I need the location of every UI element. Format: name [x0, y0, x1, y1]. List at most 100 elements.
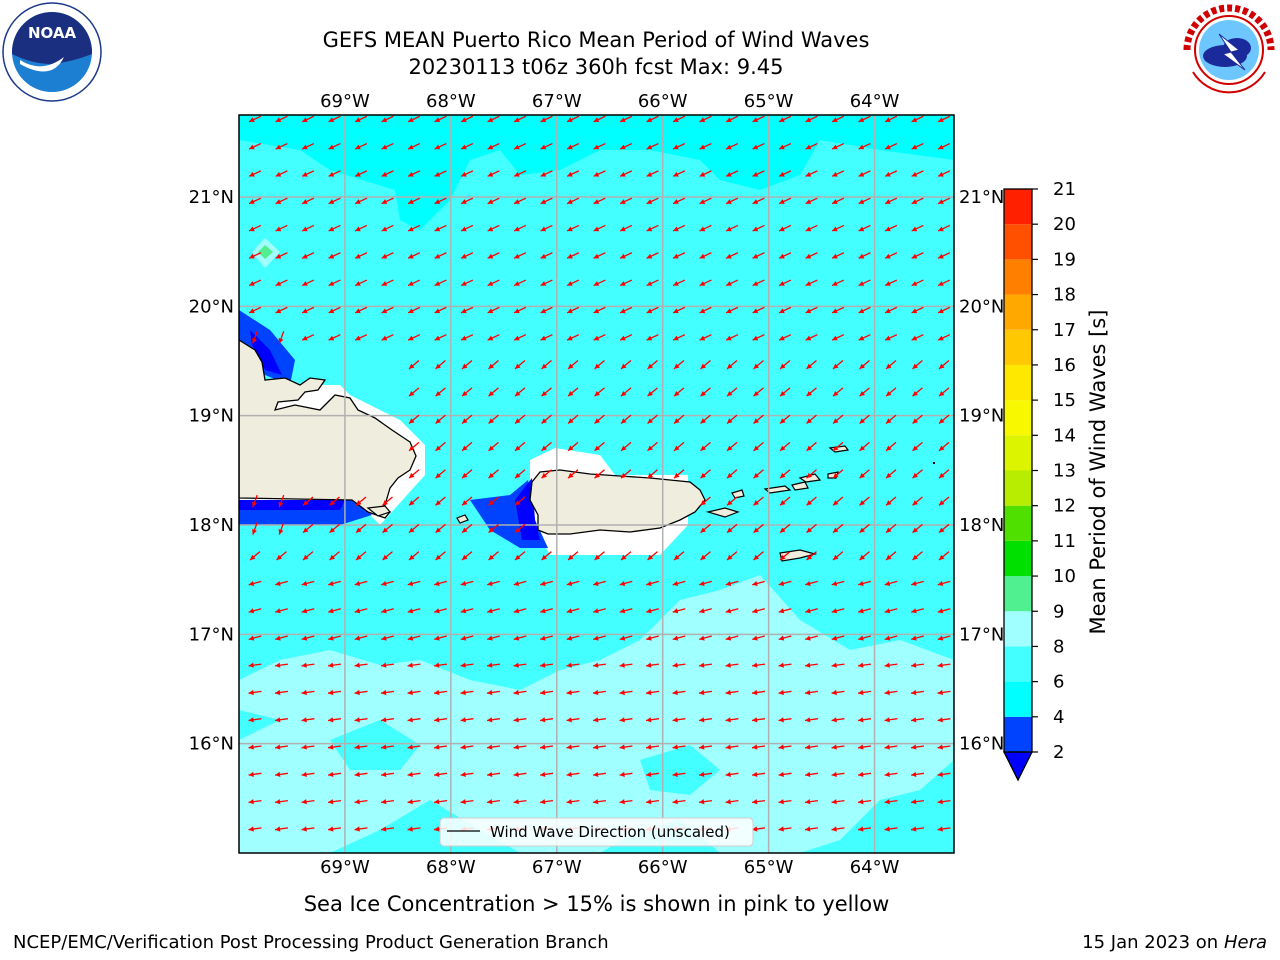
map-gridlines — [239, 115, 954, 853]
wave-direction-arrow — [726, 469, 738, 479]
wave-direction-arrow — [672, 744, 686, 750]
wave-direction-arrow — [805, 635, 818, 641]
wave-direction-arrow — [884, 635, 898, 641]
wave-direction-arrow — [753, 469, 764, 479]
wave-direction-arrow — [592, 689, 607, 696]
wave-direction-arrow — [435, 551, 446, 561]
wave-direction-arrow — [354, 115, 368, 123]
wave-direction-arrow — [301, 279, 315, 287]
wave-direction-arrow — [672, 717, 686, 723]
colorbar-tick-label: 19 — [1053, 249, 1076, 270]
wave-direction-arrow — [248, 580, 262, 586]
wave-direction-arrow — [884, 717, 898, 723]
wave-direction-arrow — [646, 334, 659, 341]
wave-direction-arrow — [354, 689, 368, 696]
wave-direction-arrow — [725, 635, 739, 641]
wave-direction-arrow — [937, 635, 951, 641]
wave-direction-arrow — [831, 689, 845, 696]
wave-direction-arrow — [858, 224, 871, 232]
wave-direction-arrow — [884, 580, 898, 586]
wave-direction-arrow — [328, 224, 341, 232]
wave-direction-arrow — [672, 580, 686, 586]
wave-direction-arrow — [619, 306, 633, 314]
wave-direction-arrow — [698, 799, 713, 805]
wave-direction-arrow — [937, 771, 951, 777]
wave-direction-arrow — [752, 252, 765, 259]
wave-direction-arrow — [858, 115, 871, 123]
wave-direction-arrow — [831, 744, 845, 750]
wave-direction-arrow — [725, 689, 739, 696]
field-very-low-hispaniola-north — [250, 330, 282, 375]
wave-direction-arrow — [435, 414, 446, 424]
land-vieques — [705, 507, 740, 518]
lon-tick-label: 69°W — [320, 857, 370, 878]
wave-direction-arrow — [831, 142, 845, 150]
wave-direction-arrow — [328, 580, 341, 586]
wave-direction-arrow — [859, 441, 870, 452]
wave-direction-arrow — [460, 142, 474, 150]
wave-direction-arrow — [354, 799, 368, 805]
lat-tick-label: 21°N — [189, 187, 234, 208]
field-band-high-south — [239, 575, 954, 853]
wave-direction-arrow — [805, 115, 818, 123]
map-area — [239, 115, 954, 853]
wave-direction-arrow — [619, 744, 633, 750]
wave-direction-arrow — [566, 689, 580, 696]
wave-direction-arrow — [619, 608, 633, 614]
wave-direction-arrow — [407, 744, 421, 750]
wave-direction-arrow — [274, 744, 289, 750]
wave-direction-arrow — [806, 523, 817, 534]
map-legend: Wind Wave Direction (unscaled) — [439, 817, 754, 847]
wave-direction-arrow — [461, 441, 473, 452]
wave-direction-arrow — [488, 414, 499, 424]
wave-direction-arrow — [566, 580, 580, 586]
wave-direction-arrow — [593, 142, 606, 150]
wave-direction-arrow — [700, 414, 711, 424]
wave-direction-arrow — [778, 799, 792, 805]
colorbar-segment — [1004, 400, 1032, 436]
wave-direction-arrow — [619, 197, 633, 205]
wave-direction-arrow — [248, 717, 262, 723]
wave-direction-arrow — [831, 197, 845, 205]
wave-direction-arrow — [699, 635, 712, 641]
wave-direction-arrow — [435, 360, 446, 370]
wave-direction-arrow — [487, 635, 500, 641]
land-islet-mona — [456, 514, 469, 524]
wave-direction-arrow — [566, 306, 580, 314]
wave-direction-arrow — [832, 360, 844, 370]
wave-direction-arrow — [804, 826, 819, 832]
wave-direction-arrow — [884, 252, 898, 259]
lon-tick-label: 65°W — [744, 91, 794, 112]
wave-direction-arrow — [248, 799, 262, 805]
wave-direction-arrow — [407, 279, 421, 287]
wave-direction-arrow — [435, 469, 446, 479]
wave-direction-arrow — [541, 441, 552, 452]
wave-direction-arrow — [540, 224, 553, 232]
wave-direction-arrow — [726, 441, 738, 452]
wave-direction-arrow — [327, 689, 342, 696]
wave-direction-arrow — [646, 115, 659, 123]
wave-direction-arrow — [487, 197, 500, 205]
wave-direction-arrow — [328, 279, 341, 287]
wave-direction-arrow — [460, 689, 474, 696]
wave-direction-arrow — [328, 170, 341, 177]
colorbar: 2 4 6 8 9 10 11 12 13 14 15 16 17 18 19 20 21 — [1002, 179, 1076, 782]
wave-direction-arrow — [912, 441, 923, 452]
wave-direction-arrow — [645, 662, 660, 668]
wave-direction-arrow — [779, 551, 791, 561]
wave-direction-arrow — [857, 826, 872, 832]
wave-direction-arrow — [488, 523, 499, 534]
wave-direction-arrow — [301, 662, 315, 668]
wave-direction-arrow — [938, 523, 950, 534]
wave-direction-arrow — [593, 306, 606, 314]
wave-direction-arrow — [461, 360, 473, 370]
wave-direction-arrow — [806, 387, 817, 397]
wave-direction-arrow — [672, 170, 686, 177]
wave-direction-arrow — [700, 496, 711, 506]
wave-direction-arrow — [726, 414, 738, 424]
wave-direction-arrow — [778, 608, 792, 614]
wave-direction-arrow — [726, 360, 738, 370]
wave-direction-arrow — [831, 115, 845, 123]
wave-direction-arrow — [672, 279, 686, 287]
wave-direction-arrow — [275, 170, 288, 177]
